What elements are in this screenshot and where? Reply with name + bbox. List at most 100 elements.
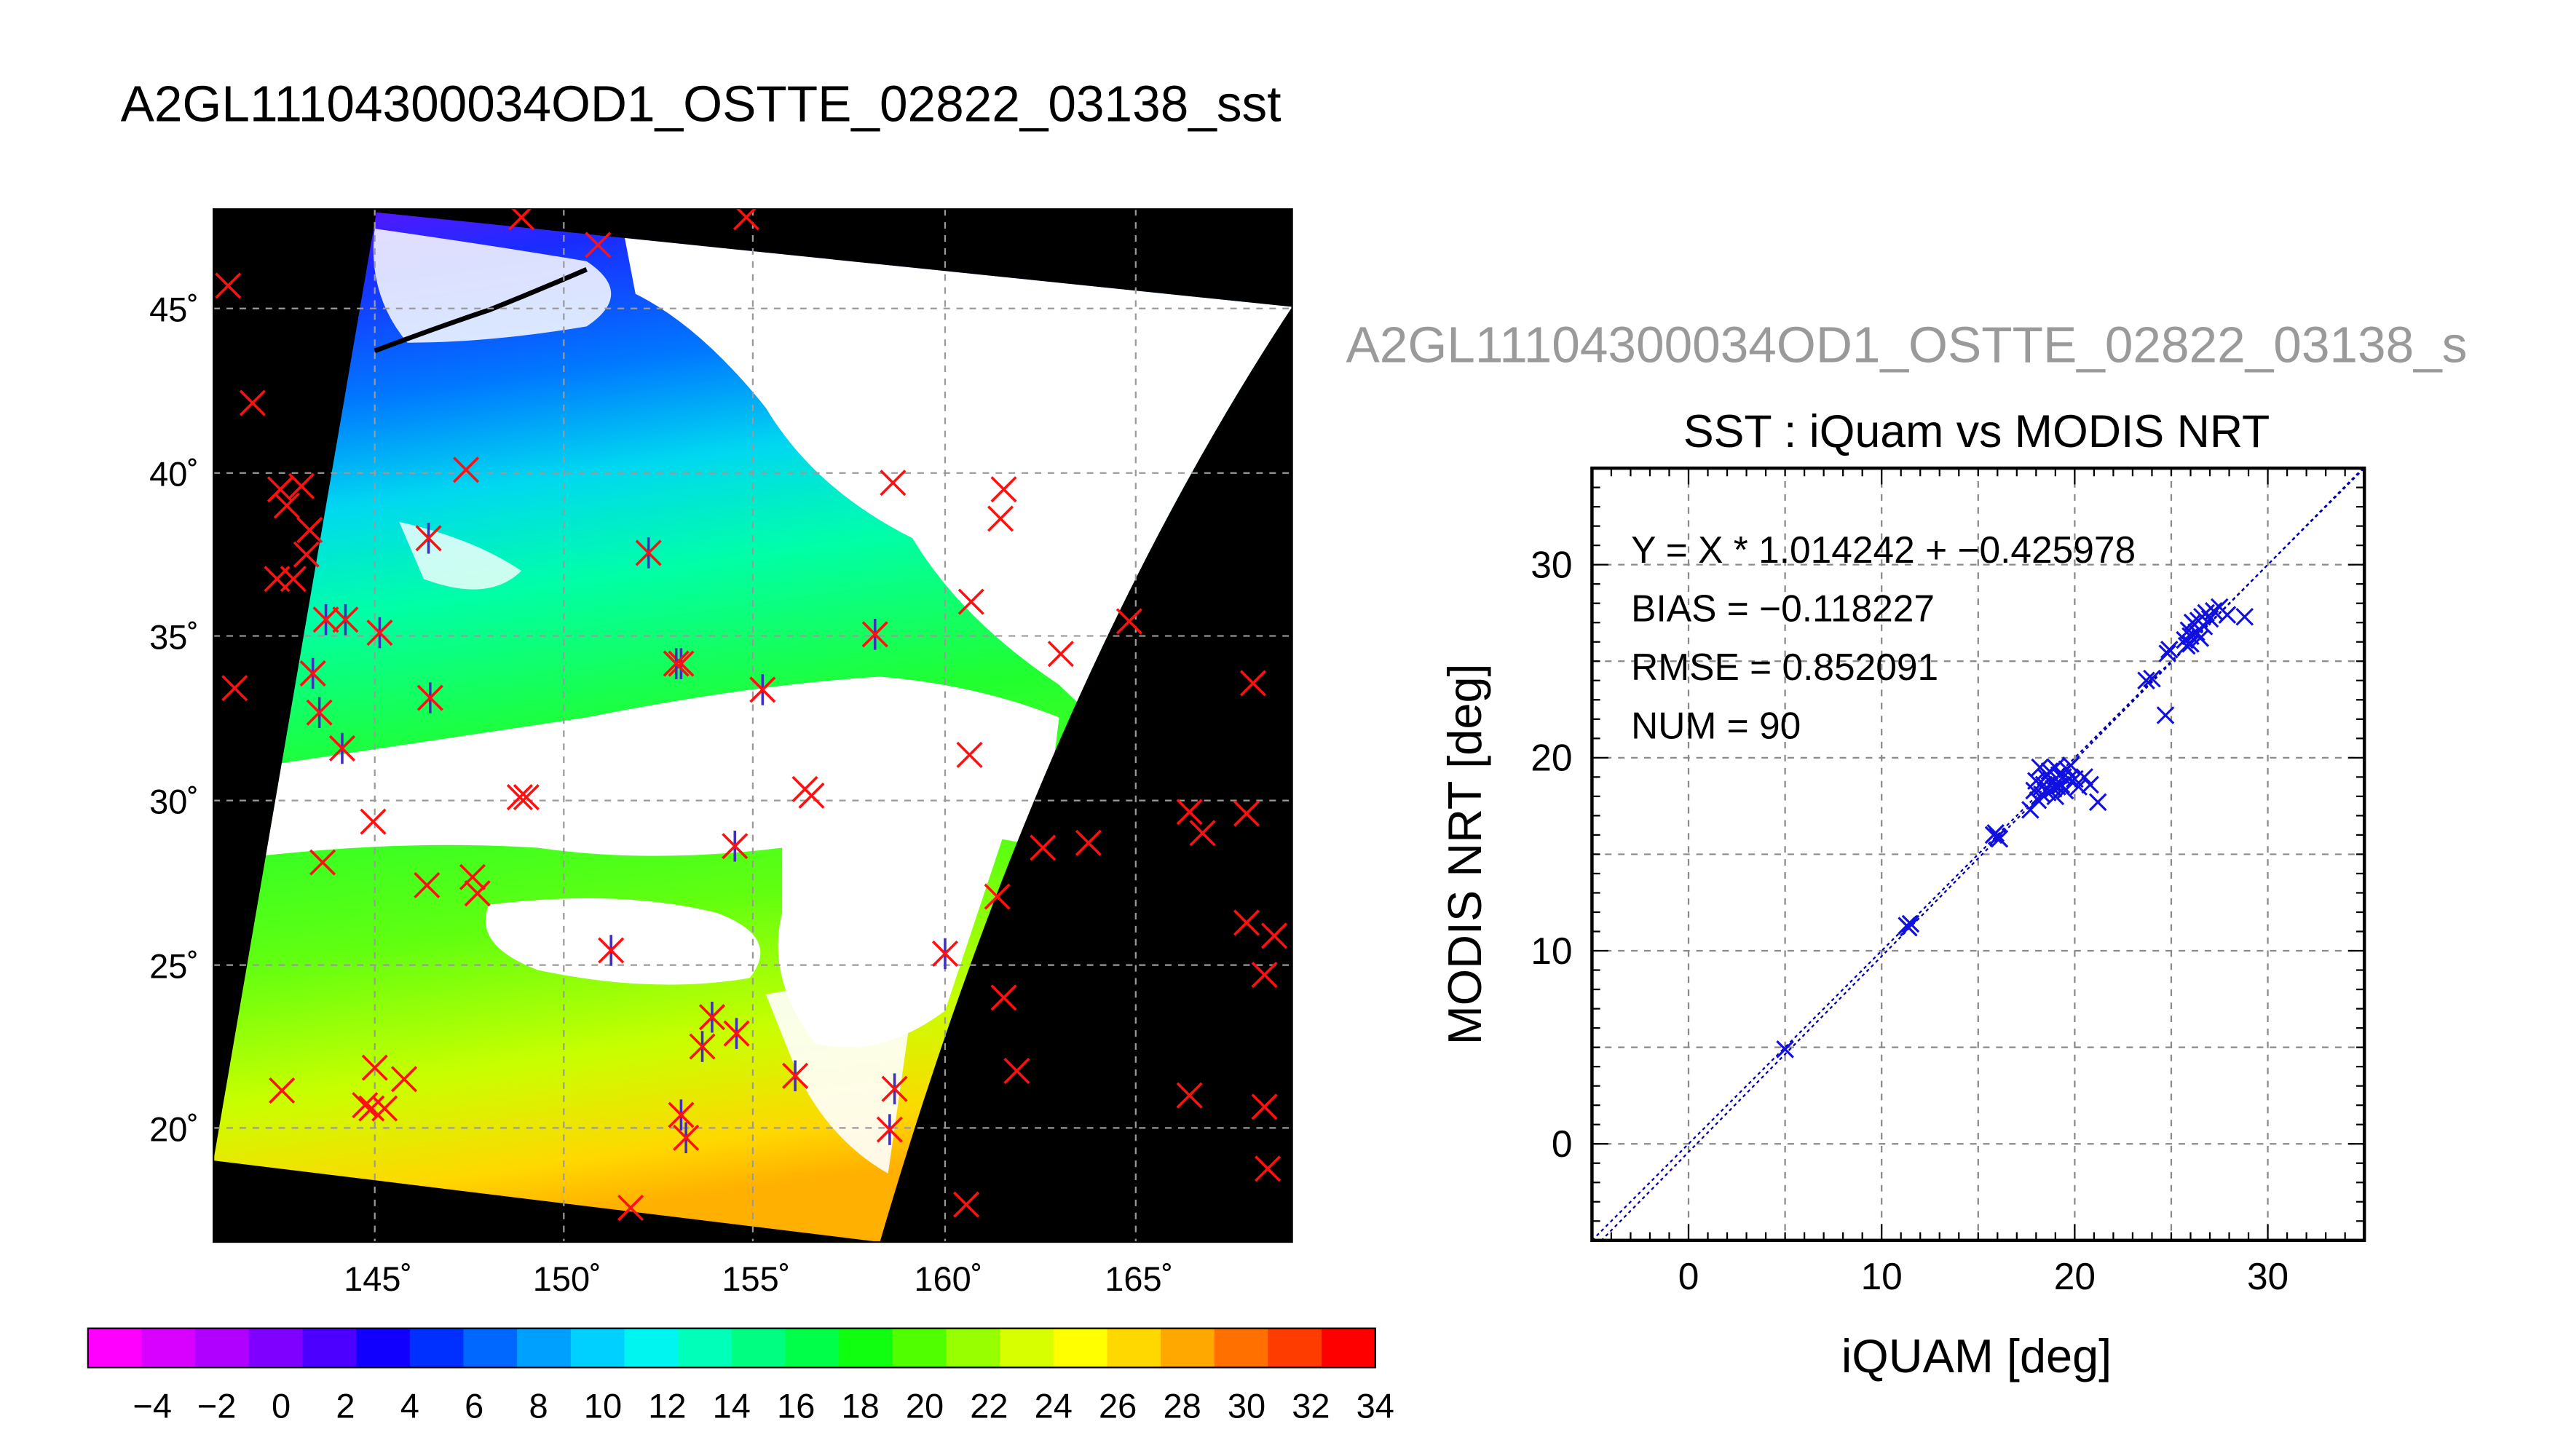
buoy-marker	[1115, 608, 1142, 635]
x-axis-label: iQUAM [deg]	[1841, 1329, 2112, 1382]
colorbar-tick-label: 34	[1357, 1387, 1394, 1425]
scatter-title: SST : iQuam vs MODIS NRT	[1683, 406, 2270, 457]
colorbar-cell	[839, 1328, 893, 1368]
data-point	[2218, 606, 2237, 624]
buoy-marker	[956, 741, 983, 768]
colorbar-cell	[1268, 1328, 1323, 1368]
colorbar-tick-label: 18	[841, 1387, 879, 1425]
data-point	[2181, 635, 2200, 653]
buoy-marker	[1189, 820, 1216, 847]
rmse-value: RMSE = 0.852091	[1631, 646, 1938, 688]
buoy-marker	[984, 883, 1011, 910]
regression-line	[1600, 468, 2364, 1241]
buoy-marker	[673, 1124, 700, 1151]
stats-box: Y = X * 1.014242 + −0.425978 BIAS = −0.1…	[1631, 529, 2136, 747]
buoy-marker	[1255, 1155, 1282, 1182]
buoy-marker	[358, 1095, 385, 1122]
buoy-marker	[215, 272, 242, 299]
colorbar-tick-label: 16	[777, 1387, 815, 1425]
buoy-marker	[306, 699, 333, 726]
colorbar-cell	[517, 1328, 572, 1368]
x-tick-label: 0	[1678, 1255, 1699, 1297]
buoy-marker	[881, 1075, 908, 1102]
data-point	[2177, 636, 2196, 655]
buoy-marker	[1047, 641, 1074, 668]
lon-label: 160˚	[914, 1259, 982, 1298]
buoy-marker	[239, 389, 266, 416]
data-point	[1990, 829, 2009, 848]
y-tick-label: 10	[1531, 930, 1572, 972]
plot-frame	[1590, 466, 2366, 1243]
colorbar-tick-label: 14	[713, 1387, 751, 1425]
buoy-marker	[663, 650, 690, 677]
buoy-marker	[585, 232, 612, 258]
colorbar-tick-label: 20	[906, 1387, 944, 1425]
buoy-marker	[668, 650, 695, 677]
colorbar: −4 −2 0 2 4 6 8 10 12 14 16 18 20 22 24 26 28 30 32 34	[87, 1327, 1394, 1425]
buoy-marker	[931, 940, 959, 967]
buoy-marker	[366, 620, 393, 646]
data-point	[2143, 669, 2161, 688]
count-value: NUM = 90	[1631, 705, 1801, 747]
colorbar-tick-label: 28	[1163, 1387, 1201, 1425]
map-lat-labels: 45˚ 40˚ 35˚ 30˚ 25˚ 20˚	[149, 290, 199, 1149]
buoy-marker	[1176, 799, 1203, 826]
buoy-marker	[861, 621, 888, 648]
colorbar-tick-label: 0	[272, 1387, 291, 1425]
buoy-marker	[1260, 922, 1288, 949]
buoy-marker	[723, 1020, 750, 1047]
buoy-markers	[215, 209, 1288, 1222]
colorbar-cell	[302, 1328, 358, 1368]
buoy-marker	[880, 470, 907, 496]
buoy-marker	[293, 541, 320, 568]
data-point	[2075, 768, 2093, 786]
colorbar-tick-label: 2	[336, 1387, 355, 1425]
data-point	[2046, 787, 2065, 806]
buoy-marker	[332, 606, 359, 633]
colorbar-cell	[785, 1328, 840, 1368]
buoy-marker	[390, 1066, 418, 1093]
colorbar-labels: −4 −2 0 2 4 6 8 10 12 14 16 18 20 22 24 26 28 30 32 34	[133, 1387, 1394, 1425]
lat-label: 20˚	[149, 1109, 199, 1148]
x-tick-label: 30	[2247, 1255, 2289, 1297]
bias-value: BIAS = −0.118227	[1631, 587, 1935, 629]
buoy-marker	[280, 566, 307, 593]
data-point	[2032, 778, 2051, 796]
lat-label: 25˚	[149, 947, 199, 986]
colorbar-cell	[1000, 1328, 1054, 1368]
x-tick-labels: 0 10 20 30	[1678, 1255, 2289, 1297]
buoy-marker	[957, 588, 984, 615]
buoy-marker	[506, 784, 533, 811]
buoy-marker	[698, 1004, 726, 1031]
colorbar-tick-label: 32	[1292, 1387, 1330, 1425]
buoy-marker	[508, 209, 535, 231]
lat-label: 30˚	[149, 782, 199, 820]
colorbar-cell	[409, 1328, 465, 1368]
buoy-marker	[414, 871, 441, 899]
data-point	[2029, 791, 2047, 810]
buoy-marker	[798, 782, 825, 809]
scatter-plot: Y = X * 1.014242 + −0.425978 BIAS = −0.1…	[1438, 466, 2366, 1382]
colorbar-cell	[195, 1328, 250, 1368]
data-point	[2021, 801, 2039, 819]
buoy-marker	[782, 1062, 809, 1089]
x-tick-label: 20	[2054, 1255, 2096, 1297]
buoy-marker	[1251, 961, 1278, 989]
buoy-marker	[990, 476, 1017, 503]
scatter-file-title: A2GL11104300034OD1_OSTTE_02822_03138_s	[1346, 317, 2467, 373]
colorbar-tick-label: −4	[133, 1387, 172, 1425]
colorbar-tick-label: 6	[465, 1387, 483, 1425]
data-point	[2038, 766, 2057, 785]
buoy-marker	[987, 505, 1014, 532]
buoy-marker	[749, 676, 776, 703]
buoy-marker	[953, 1191, 980, 1218]
colorbar-cell	[1053, 1328, 1108, 1368]
buoy-marker	[1075, 829, 1102, 856]
buoy-marker	[876, 1116, 903, 1143]
colorbar-cell	[892, 1328, 947, 1368]
colorbar-cell	[248, 1328, 304, 1368]
lat-label: 40˚	[149, 455, 199, 494]
colorbar-tick-label: 8	[529, 1387, 548, 1425]
buoy-marker	[1030, 834, 1057, 861]
